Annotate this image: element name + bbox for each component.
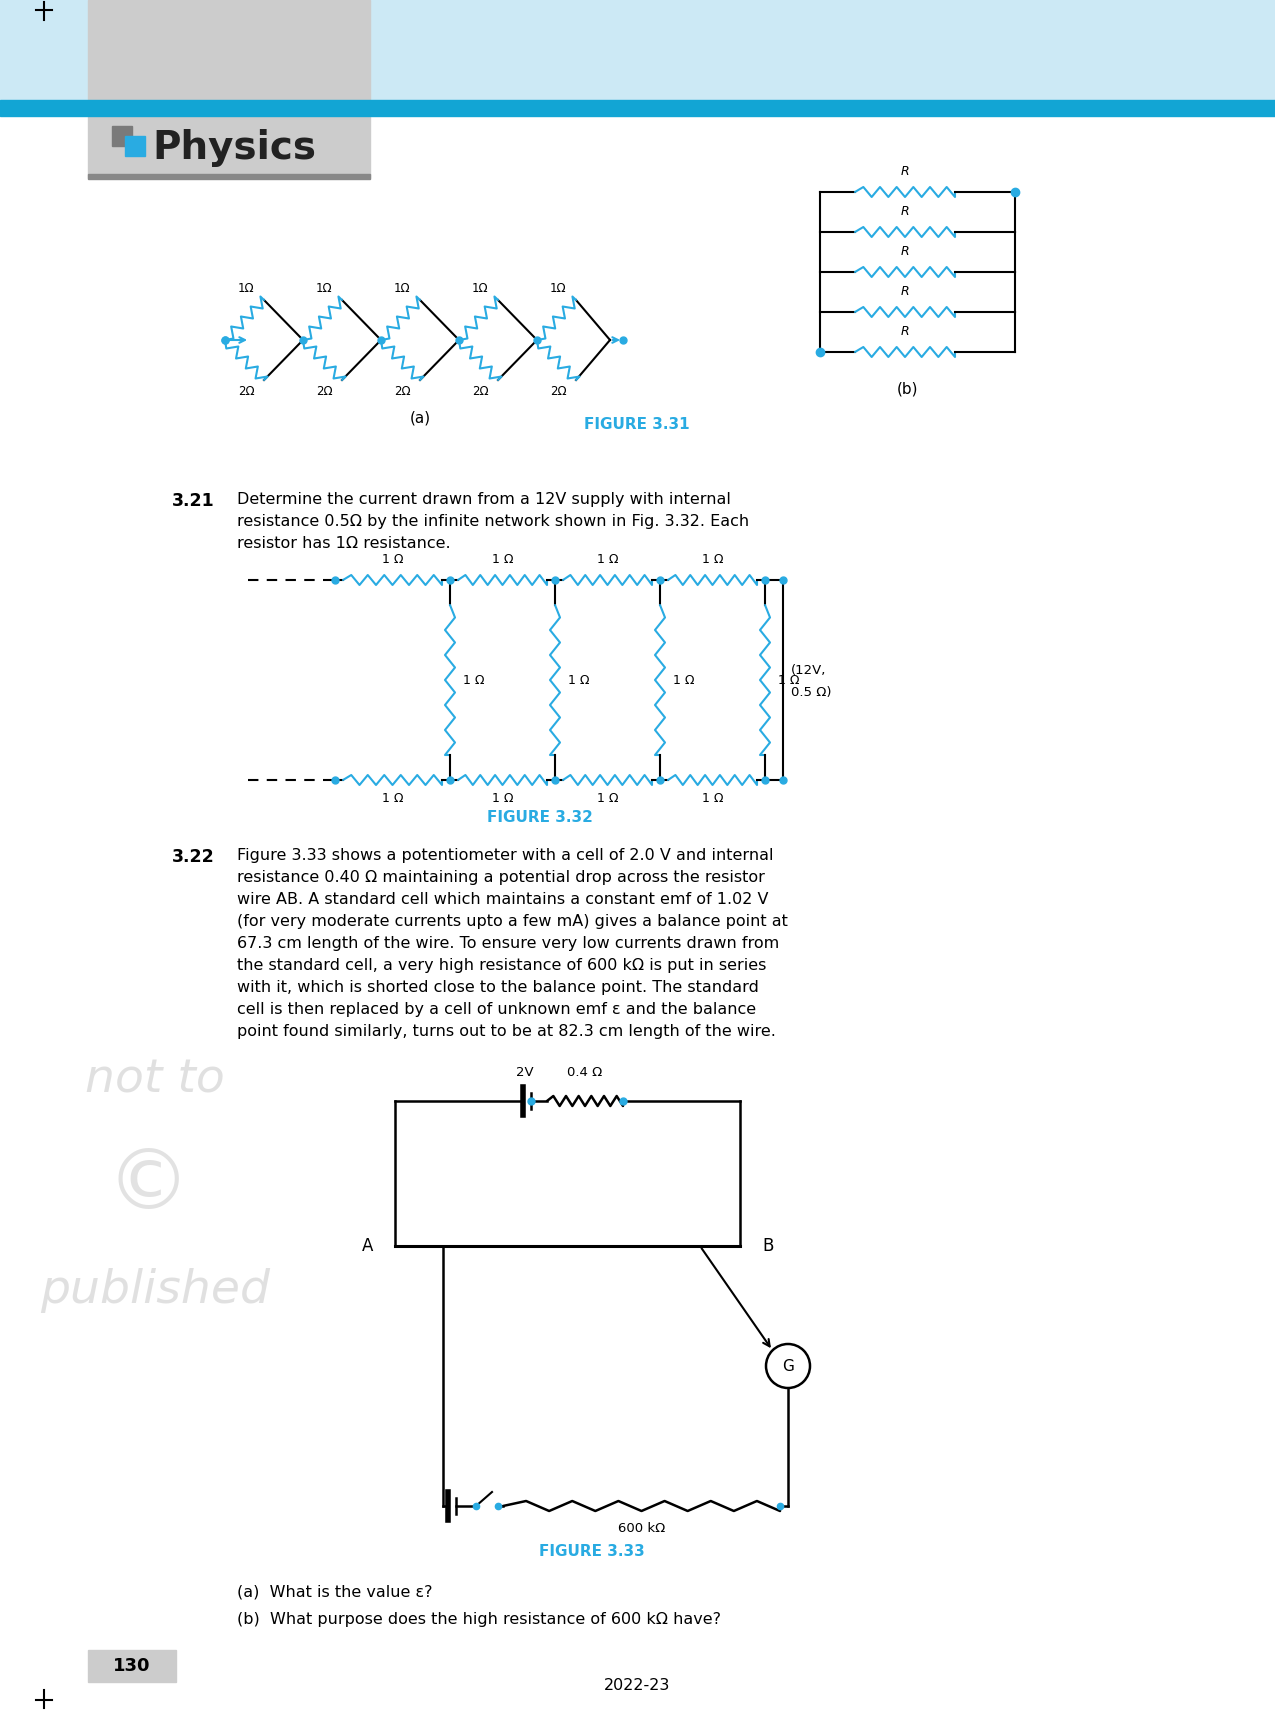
Text: 600 kΩ: 600 kΩ [618,1522,666,1536]
Text: 1Ω: 1Ω [550,282,566,296]
Text: G: G [782,1358,794,1373]
Text: published: published [40,1267,270,1313]
Text: 1Ω: 1Ω [316,282,333,296]
Text: (b)  What purpose does the high resistance of 600 kΩ have?: (b) What purpose does the high resistanc… [237,1613,720,1626]
Circle shape [766,1344,810,1389]
Text: resistor has 1Ω resistance.: resistor has 1Ω resistance. [237,535,450,551]
Text: FIGURE 3.33: FIGURE 3.33 [538,1544,644,1560]
Text: 1Ω: 1Ω [472,282,488,296]
Bar [112,127,133,145]
Text: 1 Ω: 1 Ω [701,792,723,805]
Text: 3.22: 3.22 [172,848,214,865]
Text: 2022-23: 2022-23 [604,1678,671,1693]
Text: B: B [762,1236,774,1255]
Text: Figure 3.33 shows a potentiometer with a cell of 2.0 V and internal: Figure 3.33 shows a potentiometer with a… [237,848,774,864]
Bar [125,137,145,156]
Text: resistance 0.40 Ω maintaining a potential drop across the resistor: resistance 0.40 Ω maintaining a potentia… [237,870,765,886]
Text: FIGURE 3.32: FIGURE 3.32 [487,811,593,824]
Text: 1 Ω: 1 Ω [381,552,403,566]
Text: R: R [900,205,909,217]
Text: 1 Ω: 1 Ω [597,552,618,566]
Text: 130: 130 [113,1657,150,1676]
Text: 2V: 2V [516,1065,534,1079]
Text: 67.3 cm length of the wire. To ensure very low currents drawn from: 67.3 cm length of the wire. To ensure ve… [237,935,779,951]
Text: R: R [900,164,909,178]
Text: FIGURE 3.31: FIGURE 3.31 [584,417,690,433]
Text: (a)  What is the value ε?: (a) What is the value ε? [237,1583,432,1599]
Text: wire AB. A standard cell which maintains a constant emf of 1.02 V: wire AB. A standard cell which maintains… [237,893,769,906]
Text: resistance 0.5Ω by the infinite network shown in Fig. 3.32. Each: resistance 0.5Ω by the infinite network … [237,515,750,528]
Text: 1 Ω: 1 Ω [597,792,618,805]
Text: 1 Ω: 1 Ω [567,674,589,686]
Text: 2Ω: 2Ω [316,385,333,398]
Text: 1Ω: 1Ω [394,282,411,296]
Bar [88,174,370,180]
Text: 2Ω: 2Ω [237,385,254,398]
Text: (12V,: (12V, [790,663,826,677]
Text: 0.5 Ω): 0.5 Ω) [790,686,831,698]
Bar [0,0,1275,99]
Text: (a): (a) [409,410,431,426]
Text: (for very moderate currents upto a few mA) gives a balance point at: (for very moderate currents upto a few m… [237,915,788,929]
Text: 2Ω: 2Ω [394,385,411,398]
Bar [88,1650,176,1683]
Text: with it, which is shorted close to the balance point. The standard: with it, which is shorted close to the b… [237,980,759,995]
Text: R: R [900,286,909,298]
Bar [88,0,370,178]
Text: point found similarly, turns out to be at 82.3 cm length of the wire.: point found similarly, turns out to be a… [237,1024,776,1040]
Text: 1 Ω: 1 Ω [463,674,484,686]
Text: 0.4 Ω: 0.4 Ω [567,1065,603,1079]
Bar [0,99,1275,116]
Text: 3.21: 3.21 [172,492,214,510]
Text: 1 Ω: 1 Ω [701,552,723,566]
Text: 1 Ω: 1 Ω [673,674,695,686]
Text: Physics: Physics [152,128,316,168]
Text: 1 Ω: 1 Ω [492,792,514,805]
Text: ©: © [106,1144,190,1226]
Text: cell is then replaced by a cell of unknown emf ε and the balance: cell is then replaced by a cell of unkno… [237,1002,756,1017]
Text: R: R [900,245,909,258]
Text: A: A [362,1236,374,1255]
Text: not to: not to [85,1057,224,1103]
Text: Determine the current drawn from a 12V supply with internal: Determine the current drawn from a 12V s… [237,492,731,506]
Text: 1 Ω: 1 Ω [492,552,514,566]
Text: 1 Ω: 1 Ω [381,792,403,805]
Text: the standard cell, a very high resistance of 600 kΩ is put in series: the standard cell, a very high resistanc… [237,958,766,973]
Text: 1Ω: 1Ω [237,282,254,296]
Text: 2Ω: 2Ω [472,385,488,398]
Text: (b): (b) [896,381,918,397]
Text: 1 Ω: 1 Ω [778,674,799,686]
Text: 2Ω: 2Ω [550,385,566,398]
Text: R: R [900,325,909,339]
